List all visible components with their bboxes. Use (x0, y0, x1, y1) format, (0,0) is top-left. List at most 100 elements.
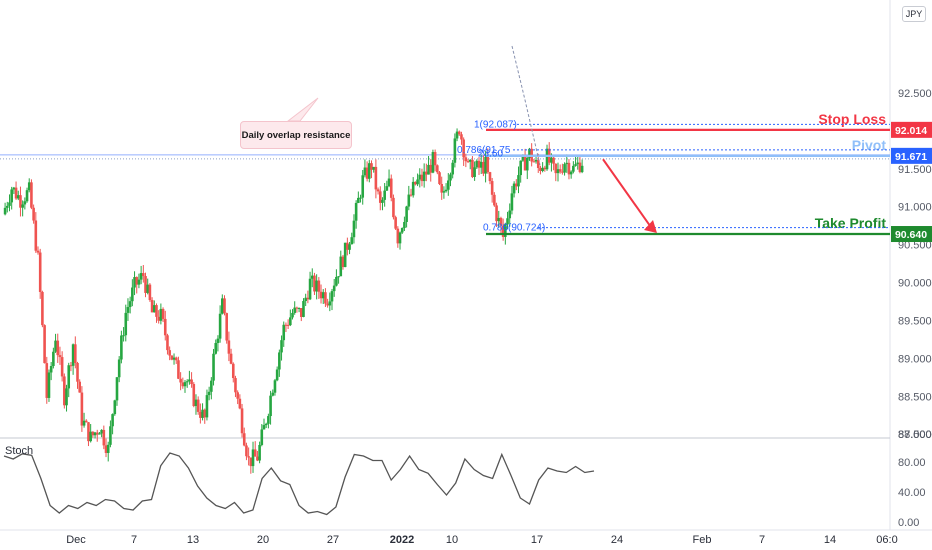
projection-arrow-head (644, 220, 657, 234)
candle-body (576, 162, 580, 165)
candle-body (293, 307, 297, 313)
candle-body (157, 316, 160, 321)
price-tick-label: 92.500 (898, 88, 932, 100)
candle-body (580, 165, 584, 173)
candle-body (556, 169, 560, 174)
candle-body (341, 256, 345, 268)
candle-body (234, 378, 237, 393)
candle-body (429, 164, 433, 173)
candle-body (192, 384, 196, 407)
candle-body (519, 160, 522, 176)
candle-body (5, 205, 9, 208)
candle-body (216, 338, 220, 344)
candle-body (56, 340, 60, 356)
time-tick-label: 20 (257, 534, 269, 546)
candle-body (229, 353, 233, 364)
currency-badge[interactable]: JPY (902, 6, 926, 22)
candle-body (87, 422, 90, 442)
candle-body (563, 164, 566, 173)
price-tick-label: 91.000 (898, 202, 932, 214)
candle-body (484, 156, 487, 174)
candle-body (172, 357, 176, 360)
candle-body (218, 313, 222, 339)
candle-body (346, 242, 349, 250)
time-tick-label: 14 (824, 534, 836, 546)
candle-body (60, 357, 64, 377)
time-tick-label: 06:0 (876, 534, 897, 546)
candle-body (420, 174, 424, 182)
stoch-title: Stoch (5, 445, 34, 457)
candle-body (302, 301, 305, 317)
candle-body (488, 172, 492, 182)
price-tag-bg (891, 226, 932, 243)
candle-body (539, 167, 542, 172)
candle-body (113, 400, 117, 415)
candle-body (517, 175, 520, 187)
time-tick-label: 7 (131, 534, 137, 546)
candle-body (190, 379, 193, 385)
candle-body (199, 411, 202, 418)
candle-body (82, 420, 86, 426)
candle-body (541, 167, 544, 172)
candle-body (405, 206, 408, 222)
candle-body (482, 161, 485, 174)
candle-body (479, 161, 483, 168)
candle-body (319, 291, 323, 299)
candle-body (269, 395, 272, 417)
candle-body (552, 157, 555, 164)
candle-body (8, 202, 11, 206)
candle-body (214, 343, 218, 354)
candle-body (120, 335, 123, 360)
candle-body (495, 205, 498, 222)
candle-body (343, 242, 347, 268)
candle-body (368, 163, 371, 179)
candle-body (543, 167, 547, 170)
candle-body (27, 182, 31, 191)
candle-body (139, 273, 143, 280)
candle-body (508, 210, 512, 219)
candle-body (440, 183, 444, 193)
price-tick-label: 88.500 (898, 391, 932, 403)
time-tick-label: 13 (187, 534, 199, 546)
candle-body (378, 191, 382, 203)
candle-body (310, 275, 314, 279)
candle-body (91, 431, 95, 436)
price-tag-label: 92.014 (895, 125, 927, 137)
candle-body (168, 350, 171, 356)
candle-body (95, 432, 99, 435)
candle-body (350, 237, 354, 245)
candle-body (486, 156, 490, 173)
candle-body (471, 159, 474, 177)
candle-body (262, 425, 266, 430)
candle-body (38, 252, 42, 292)
candle-body (451, 162, 454, 175)
candle-body (416, 179, 419, 185)
candle-body (227, 340, 231, 354)
candle-body (315, 280, 318, 292)
candle-body (133, 277, 136, 288)
fib-label: 1(92.087) (474, 119, 517, 130)
candle-body (409, 194, 413, 196)
candle-body (49, 366, 53, 373)
candle-body (111, 414, 114, 427)
candle-body (381, 199, 384, 203)
candle-body (80, 392, 84, 426)
candle-body (339, 256, 343, 277)
candle-body (499, 217, 503, 226)
candle-body (258, 444, 261, 461)
candle-body (550, 157, 553, 163)
candle-body (106, 444, 110, 453)
time-tick-label: Dec (66, 534, 86, 546)
candle-body (464, 157, 468, 162)
candle-body (54, 340, 57, 352)
candle-body (207, 391, 211, 396)
candle-body (572, 165, 575, 172)
fib-label: 0.786(91.75 (457, 145, 511, 156)
candle-body (372, 166, 375, 170)
candle-body (392, 197, 395, 218)
candle-body (98, 433, 101, 435)
candle-body (221, 298, 224, 314)
candle-body (41, 291, 44, 326)
